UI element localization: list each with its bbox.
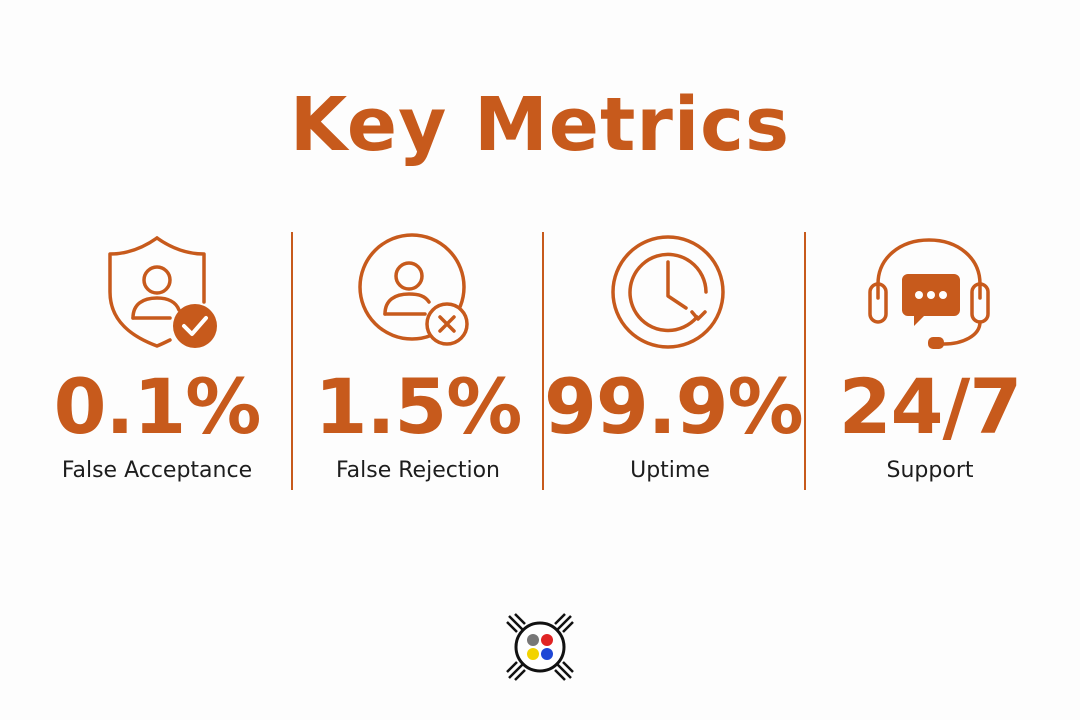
shield-icon xyxy=(108,236,217,348)
headset-icon xyxy=(868,238,990,349)
title: Key Metrics xyxy=(289,82,791,168)
metric-label: False Rejection xyxy=(336,458,500,483)
metric-label: False Acceptance xyxy=(61,458,253,483)
metric-value: 24/7 xyxy=(838,362,1022,451)
separator xyxy=(542,232,544,490)
metric: 1.5% False Rejection xyxy=(298,0,538,720)
metric: 99.9% Uptime xyxy=(544,0,804,720)
user-reject-icon xyxy=(358,233,469,346)
separator xyxy=(291,232,293,490)
logo xyxy=(506,613,574,681)
separator xyxy=(804,232,806,490)
metric: 24/7 Support xyxy=(810,0,1050,720)
metric-value: 1.5% xyxy=(314,362,523,451)
metric-value: 0.1% xyxy=(53,362,262,451)
metric-label: Support xyxy=(886,458,974,483)
metric-value: 99.9% xyxy=(544,362,804,451)
metric: 0.1% False Acceptance xyxy=(37,0,277,720)
metric-label: Uptime xyxy=(630,458,710,483)
clock-icon xyxy=(611,235,725,349)
